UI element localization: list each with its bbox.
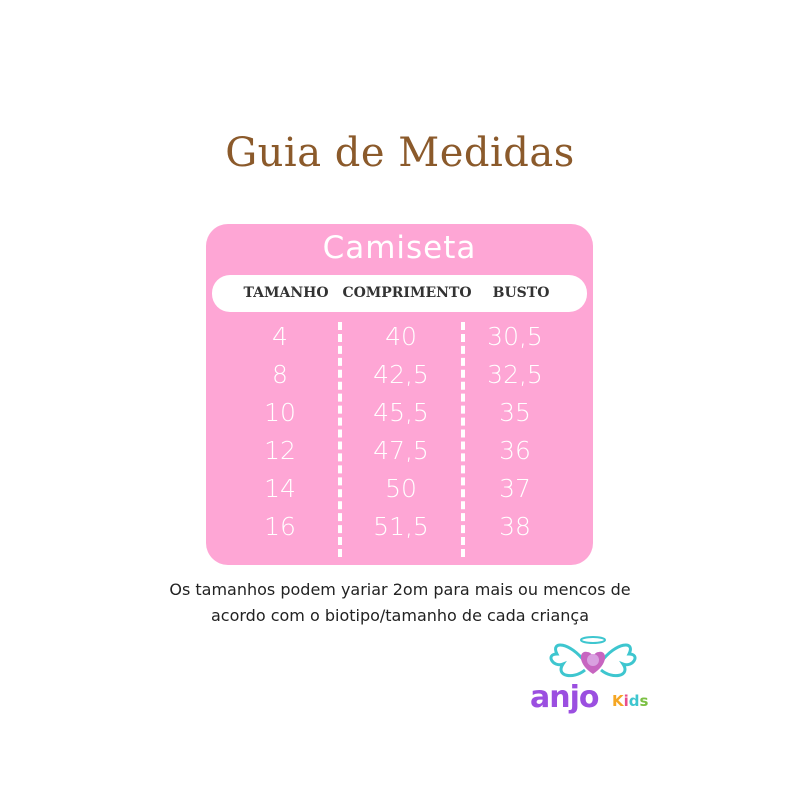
- cell-comprimento: 45,5: [373, 398, 429, 427]
- cell-tamanho: 14: [264, 474, 296, 503]
- header-busto: BUSTO: [492, 285, 550, 301]
- cell-tamanho: 16: [264, 512, 296, 541]
- cell-comprimento: 51,5: [373, 512, 429, 541]
- note-line-1: Os tamanhos podem yariar 2om para mais o…: [169, 580, 631, 599]
- cell-tamanho: 10: [264, 398, 296, 427]
- logo-text-kids: Kids: [612, 692, 649, 710]
- header-tamanho: TAMANHO: [243, 285, 329, 301]
- cell-tamanho: 12: [264, 436, 296, 465]
- angel-heart-icon: [549, 636, 637, 678]
- table-header: TAMANHO COMPRIMENTO BUSTO: [212, 275, 587, 312]
- table-title: Camiseta: [322, 230, 477, 266]
- note-line-2: acordo com o biotipo/tamanho de cada cri…: [210, 606, 590, 625]
- column-divider: [461, 322, 465, 557]
- cell-busto: 32,5: [487, 360, 543, 389]
- cell-busto: 35: [499, 398, 531, 427]
- anjo-kids-logo: anjo Kids: [525, 632, 650, 722]
- cell-busto: 36: [499, 436, 531, 465]
- logo-text-anjo: anjo: [530, 680, 599, 715]
- size-note: Os tamanhos podem yariar 2om para mais o…: [0, 577, 800, 629]
- cell-comprimento: 42,5: [373, 360, 429, 389]
- header-comprimento: COMPRIMENTO: [342, 285, 472, 301]
- cell-busto: 30,5: [487, 322, 543, 351]
- table-row: 16 51,5 38: [206, 512, 593, 550]
- table-row: 10 45,5 35: [206, 398, 593, 436]
- cell-comprimento: 40: [385, 322, 417, 351]
- size-table-card: Camiseta TAMANHO COMPRIMENTO BUSTO 4 40 30…: [206, 224, 593, 565]
- cell-comprimento: 50: [385, 474, 417, 503]
- table-row: 12 47,5 36: [206, 436, 593, 474]
- cell-tamanho: 8: [272, 360, 288, 389]
- page-title: Guia de Medidas: [225, 130, 575, 176]
- table-row: 14 50 37: [206, 474, 593, 512]
- cell-tamanho: 4: [272, 322, 288, 351]
- cell-busto: 37: [499, 474, 531, 503]
- column-divider: [338, 322, 342, 557]
- cell-busto: 38: [499, 512, 531, 541]
- table-row: 4 40 30,5: [206, 322, 593, 360]
- table-row: 8 42,5 32,5: [206, 360, 593, 398]
- cell-comprimento: 47,5: [373, 436, 429, 465]
